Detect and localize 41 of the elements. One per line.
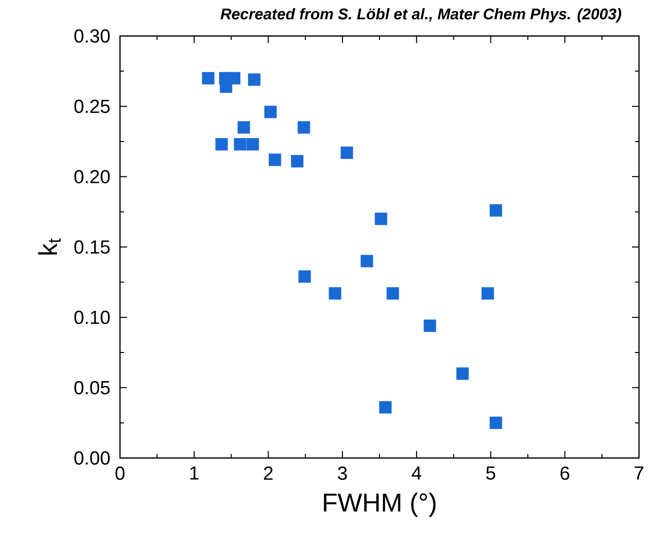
point bbox=[490, 416, 502, 430]
y-tick-label: 0.10 bbox=[74, 310, 110, 324]
y-tick-label: 0.00 bbox=[74, 451, 110, 465]
point bbox=[328, 287, 342, 300]
point bbox=[379, 401, 392, 414]
point bbox=[268, 154, 282, 166]
point bbox=[386, 287, 400, 300]
chart-title: Recreated from S. Löbl et al., Mater Chem Phys. (2003) bbox=[220, 8, 622, 22]
point bbox=[228, 72, 240, 84]
x-tick-label: 4 bbox=[412, 466, 422, 480]
point bbox=[456, 367, 469, 380]
point bbox=[234, 138, 246, 151]
point bbox=[490, 204, 502, 217]
point bbox=[340, 146, 354, 159]
y-tick-label: 0.25 bbox=[74, 100, 110, 114]
point bbox=[264, 106, 277, 118]
point bbox=[298, 270, 311, 283]
point bbox=[215, 138, 228, 151]
y-axis-title: k$_{t}$ bbox=[38, 238, 61, 254]
x-tick-label: 3 bbox=[338, 466, 347, 480]
y-tick-label: 0.30 bbox=[74, 29, 110, 43]
x-tick-label: 5 bbox=[486, 466, 496, 480]
x-tick-label: 1 bbox=[190, 466, 198, 480]
point bbox=[482, 287, 494, 300]
y-tick-label: 0.05 bbox=[74, 380, 110, 394]
point bbox=[298, 121, 310, 134]
point bbox=[238, 121, 250, 134]
y-tick-label: 0.20 bbox=[74, 170, 110, 184]
x-tick-label: 7 bbox=[634, 466, 644, 480]
x-axis-title: FWHM (°) bbox=[324, 492, 436, 517]
x-tick-label: 6 bbox=[560, 466, 570, 480]
point bbox=[291, 154, 304, 168]
y-tick-label: 0.15 bbox=[74, 240, 110, 254]
x-tick-label: 2 bbox=[264, 466, 273, 480]
point bbox=[202, 72, 214, 84]
point bbox=[360, 254, 374, 268]
point bbox=[246, 138, 259, 151]
point bbox=[248, 73, 260, 86]
point bbox=[374, 212, 388, 226]
point bbox=[424, 320, 436, 332]
x-tick-label: 0 bbox=[115, 466, 125, 480]
